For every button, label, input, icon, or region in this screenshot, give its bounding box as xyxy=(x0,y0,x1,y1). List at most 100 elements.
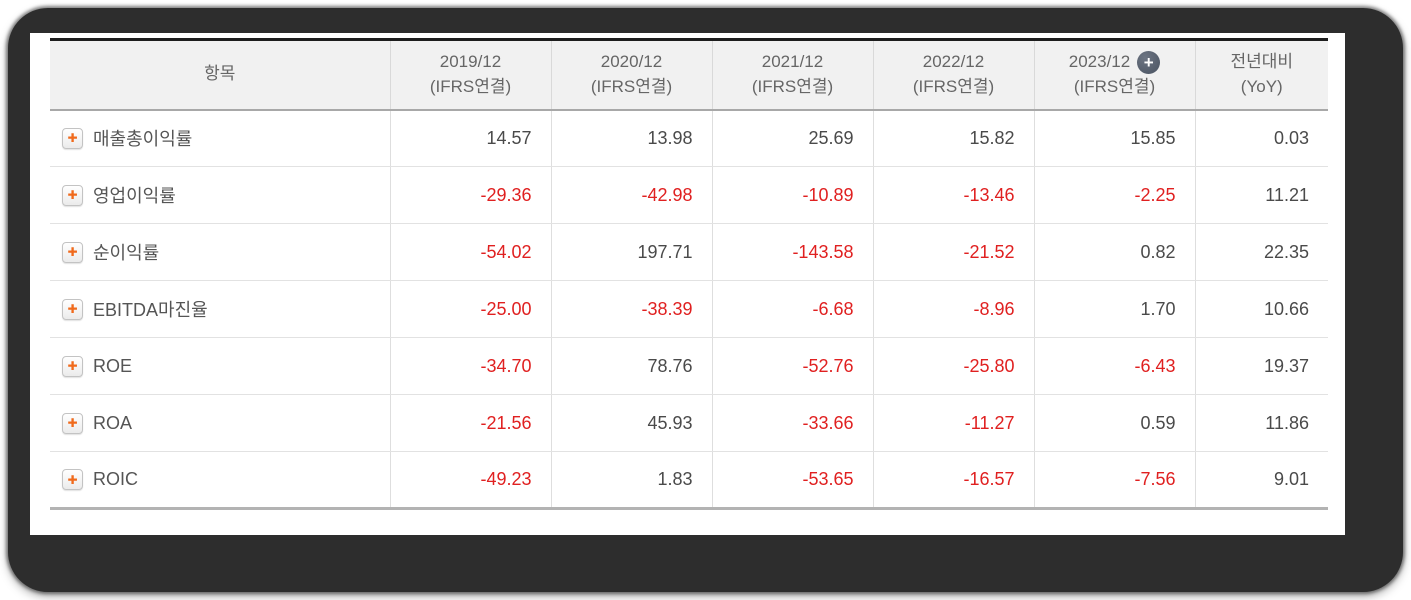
value-cell: -54.02 xyxy=(389,223,551,281)
expand-row-icon[interactable]: ✚ xyxy=(62,355,83,377)
row-label: ROE xyxy=(93,355,133,376)
add-column-icon[interactable]: + xyxy=(1137,50,1161,74)
period-text: 전년대비 xyxy=(1230,52,1294,72)
expand-row-icon[interactable]: ✚ xyxy=(62,298,83,320)
value-cell: 11.86 xyxy=(1194,394,1328,452)
value-cell: 13.98 xyxy=(550,109,712,167)
period-column-header: 전년대비 (YoY) xyxy=(1194,39,1329,111)
value-cell: -34.70 xyxy=(389,337,551,395)
period-label: 2020/12 xyxy=(552,50,712,75)
value-cell: 0.82 xyxy=(1033,223,1195,281)
period-text: 2021/12 xyxy=(761,52,824,72)
table-row: ✚ ROIC -49.23 1.83 -53.65 -16.57 -7.56 9.01 xyxy=(50,451,1328,510)
value-cell: 19.37 xyxy=(1194,337,1328,395)
period-label: 2022/12 xyxy=(874,50,1034,75)
content-panel: 항목 2019/12 (IFRS연결) 2020/12 (IFRS연결) 2021/12 (… xyxy=(30,33,1345,535)
item-column-header: 항목 xyxy=(50,39,390,111)
value-cell: -8.96 xyxy=(872,280,1034,338)
dark-rounded-frame: 항목 2019/12 (IFRS연결) 2020/12 (IFRS연결) 2021/12 (… xyxy=(8,8,1403,592)
period-sublabel: (IFRS연결) xyxy=(1073,76,1156,96)
table-row: ✚ 매출총이익률 14.57 13.98 25.69 15.82 15.85 0.03 xyxy=(50,109,1328,167)
value-cell: -33.66 xyxy=(711,394,873,452)
table-row: ✚ 영업이익률 -29.36 -42.98 -10.89 -13.46 -2.25 11.21 xyxy=(50,166,1328,224)
value-cell: -42.98 xyxy=(550,166,712,224)
expand-row-icon[interactable]: ✚ xyxy=(62,127,83,149)
value-cell: -10.89 xyxy=(711,166,873,224)
period-column-header: 2021/12 (IFRS연결) xyxy=(711,39,873,111)
row-label-cell: ✚ EBITDA마진율 xyxy=(50,280,390,338)
row-label: ROIC xyxy=(93,469,138,489)
value-cell: -6.68 xyxy=(711,280,873,338)
period-sublabel: (IFRS연결) xyxy=(912,76,995,96)
value-cell: 25.69 xyxy=(711,109,873,167)
row-label-cell: ✚ ROA xyxy=(50,394,390,452)
value-cell: 45.93 xyxy=(550,394,712,452)
value-cell: 10.66 xyxy=(1194,280,1328,338)
value-cell: -143.58 xyxy=(711,223,873,281)
value-cell: -29.36 xyxy=(389,166,551,224)
value-cell: 14.57 xyxy=(389,109,551,167)
period-text: 2022/12 xyxy=(922,52,985,72)
value-cell: -11.27 xyxy=(872,394,1034,452)
table-row: ✚ ROA -21.56 45.93 -33.66 -11.27 0.59 11.86 xyxy=(50,394,1328,452)
period-text: 2023/12 xyxy=(1068,52,1131,72)
period-column-header: 2019/12 (IFRS연결) xyxy=(389,39,551,111)
period-label: 2019/12 xyxy=(391,50,551,75)
value-cell: -21.56 xyxy=(389,394,551,452)
row-label-cell: ✚ ROIC xyxy=(50,451,390,510)
value-cell: -38.39 xyxy=(550,280,712,338)
value-cell: 197.71 xyxy=(550,223,712,281)
value-cell: -6.43 xyxy=(1033,337,1195,395)
value-cell: 1.70 xyxy=(1033,280,1195,338)
period-sublabel: (YoY) xyxy=(1240,76,1283,96)
value-cell: -16.57 xyxy=(872,451,1034,510)
expand-row-icon[interactable]: ✚ xyxy=(62,184,83,206)
expand-row-icon[interactable]: ✚ xyxy=(62,469,83,490)
table-row: ✚ EBITDA마진율 -25.00 -38.39 -6.68 -8.96 1.70 10.6… xyxy=(50,280,1328,338)
row-label-cell: ✚ 매출총이익률 xyxy=(50,109,390,167)
expand-row-icon[interactable]: ✚ xyxy=(62,412,83,434)
period-label: 2021/12 xyxy=(713,50,873,75)
value-cell: 11.21 xyxy=(1194,166,1328,224)
period-text: 2020/12 xyxy=(600,52,663,72)
period-column-header: 2023/12 + (IFRS연결) xyxy=(1033,39,1195,111)
period-label: 2023/12 + xyxy=(1035,50,1195,75)
row-label: 영업이익률 xyxy=(93,186,176,206)
row-label: 매출총이익률 xyxy=(93,129,193,150)
value-cell: 0.03 xyxy=(1194,109,1328,167)
period-label: 전년대비 xyxy=(1196,50,1329,75)
table-row: ✚ 순이익률 -54.02 197.71 -143.58 -21.52 0.82 22.35 xyxy=(50,223,1328,281)
table-body: ✚ 매출총이익률 14.57 13.98 25.69 15.82 15.85 0.03 ✚ 영업이… xyxy=(50,109,1328,510)
header-row: 항목 2019/12 (IFRS연결) 2020/12 (IFRS연결) 2021/12 (… xyxy=(50,39,1329,111)
value-cell: -25.00 xyxy=(389,280,551,338)
value-cell: 15.82 xyxy=(872,109,1034,167)
row-label-cell: ✚ 영업이익률 xyxy=(50,166,390,224)
value-cell: -53.65 xyxy=(711,451,873,510)
period-sublabel: (IFRS연결) xyxy=(590,76,673,96)
row-label: 순이익률 xyxy=(93,243,160,263)
period-sublabel: (IFRS연결) xyxy=(751,76,834,96)
financial-ratio-table: 항목 2019/12 (IFRS연결) 2020/12 (IFRS연결) 2021/12 (… xyxy=(50,38,1328,510)
value-cell: 0.59 xyxy=(1033,394,1195,452)
value-cell: 22.35 xyxy=(1194,223,1328,281)
period-text: 2019/12 xyxy=(439,52,502,72)
value-cell: -7.56 xyxy=(1033,451,1195,510)
row-label-cell: ✚ ROE xyxy=(50,337,390,395)
row-label: EBITDA마진율 xyxy=(93,300,208,320)
period-sublabel: (IFRS연결) xyxy=(429,76,512,96)
value-cell: 15.85 xyxy=(1033,109,1195,167)
value-cell: -49.23 xyxy=(389,451,551,510)
value-cell: -25.80 xyxy=(872,337,1034,395)
value-cell: 78.76 xyxy=(550,337,712,395)
row-label-cell: ✚ 순이익률 xyxy=(50,223,390,281)
value-cell: -13.46 xyxy=(872,166,1034,224)
value-cell: -2.25 xyxy=(1033,166,1195,224)
value-cell: 1.83 xyxy=(550,451,712,510)
table-row: ✚ ROE -34.70 78.76 -52.76 -25.80 -6.43 19.37 xyxy=(50,337,1328,395)
value-cell: 9.01 xyxy=(1194,451,1328,510)
period-column-header: 2022/12 (IFRS연결) xyxy=(872,39,1034,111)
value-cell: -52.76 xyxy=(711,337,873,395)
expand-row-icon[interactable]: ✚ xyxy=(62,241,83,263)
period-column-header: 2020/12 (IFRS연결) xyxy=(550,39,712,111)
row-label: ROA xyxy=(93,412,133,433)
